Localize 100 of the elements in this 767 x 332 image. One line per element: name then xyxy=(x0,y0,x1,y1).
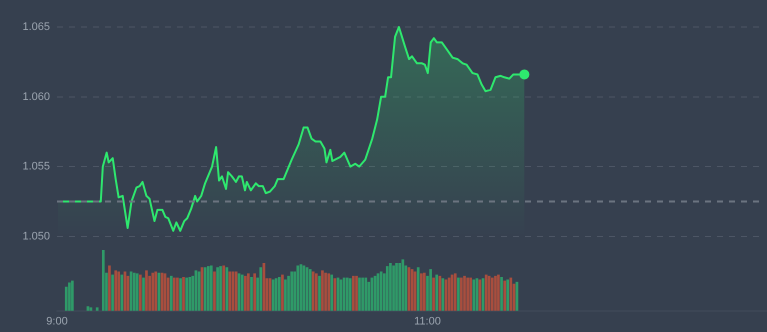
x-tick-label: 9:00 xyxy=(46,315,68,328)
bar xyxy=(422,272,426,311)
bar xyxy=(482,278,484,311)
bar xyxy=(259,267,262,311)
y-tick-label: 1.065 xyxy=(22,21,50,34)
bar xyxy=(376,273,380,311)
bar xyxy=(478,279,482,311)
bar xyxy=(358,278,361,311)
bar xyxy=(179,278,182,311)
bar xyxy=(414,272,416,311)
bar xyxy=(274,278,278,311)
bar xyxy=(490,278,494,311)
y-tick-label: 1.055 xyxy=(22,160,50,173)
bar xyxy=(503,280,506,311)
y-tick-label: 1.060 xyxy=(22,90,50,103)
bar xyxy=(460,278,463,311)
bar xyxy=(158,272,160,311)
bar xyxy=(68,282,71,311)
bar xyxy=(132,272,136,311)
bar xyxy=(302,265,306,311)
bar xyxy=(367,282,370,311)
bar xyxy=(170,276,173,311)
bar xyxy=(386,266,389,311)
bar xyxy=(494,276,497,311)
bar xyxy=(200,267,204,311)
bar xyxy=(226,267,228,311)
bar xyxy=(250,277,253,311)
bar xyxy=(408,267,410,311)
bar xyxy=(213,272,216,311)
bar xyxy=(506,279,510,311)
x-tick-label: 11:00 xyxy=(414,315,441,328)
bar xyxy=(346,278,349,311)
bar xyxy=(364,278,368,311)
bar xyxy=(340,279,342,311)
bar xyxy=(450,274,454,311)
bar xyxy=(160,272,164,311)
bar xyxy=(253,273,256,311)
bar xyxy=(204,267,207,311)
bar xyxy=(232,272,234,311)
bar xyxy=(370,278,374,311)
bar xyxy=(497,274,500,311)
bar xyxy=(454,273,457,311)
bar xyxy=(318,276,321,311)
bar xyxy=(172,278,176,311)
bar xyxy=(416,267,420,311)
bar xyxy=(380,272,382,311)
bar xyxy=(284,279,287,311)
bar xyxy=(154,272,158,311)
bar xyxy=(389,263,392,311)
bar xyxy=(244,276,247,311)
bar xyxy=(228,272,232,311)
bar xyxy=(145,270,148,311)
bar xyxy=(484,274,488,311)
bar xyxy=(432,278,435,311)
bar xyxy=(210,265,213,311)
bar xyxy=(247,273,250,311)
bar xyxy=(120,274,124,311)
bar xyxy=(410,269,414,311)
bar xyxy=(278,277,281,311)
bar xyxy=(182,277,185,311)
bar xyxy=(194,270,198,311)
bar xyxy=(176,278,179,311)
bar xyxy=(268,278,272,311)
bar xyxy=(108,265,111,311)
bar xyxy=(314,273,318,311)
bar xyxy=(444,279,448,311)
bar xyxy=(136,273,139,311)
bar xyxy=(130,272,132,311)
bar xyxy=(324,272,327,311)
bar xyxy=(469,278,472,311)
bar xyxy=(429,269,432,311)
bar xyxy=(272,279,274,311)
bar xyxy=(476,278,478,311)
bar xyxy=(361,278,364,311)
bar xyxy=(420,273,423,311)
bar xyxy=(296,265,300,311)
bar xyxy=(287,276,290,311)
bar xyxy=(151,272,154,311)
bar xyxy=(219,266,222,311)
bar xyxy=(216,267,219,311)
bar xyxy=(262,263,266,311)
bar xyxy=(448,278,450,311)
bar xyxy=(117,272,120,311)
bar xyxy=(392,265,395,311)
bar xyxy=(222,265,226,311)
bar xyxy=(86,306,90,311)
bar xyxy=(185,278,188,311)
bar xyxy=(336,278,340,311)
bar xyxy=(472,279,476,311)
bar xyxy=(300,264,302,311)
bar xyxy=(111,274,114,311)
bar xyxy=(64,286,68,311)
bar xyxy=(488,276,490,311)
bar xyxy=(102,250,105,311)
y-tick-label: 1.050 xyxy=(22,230,50,242)
bar xyxy=(435,274,438,311)
bar xyxy=(312,272,315,311)
bar xyxy=(330,274,334,311)
bar xyxy=(166,278,170,311)
bar xyxy=(355,276,358,311)
